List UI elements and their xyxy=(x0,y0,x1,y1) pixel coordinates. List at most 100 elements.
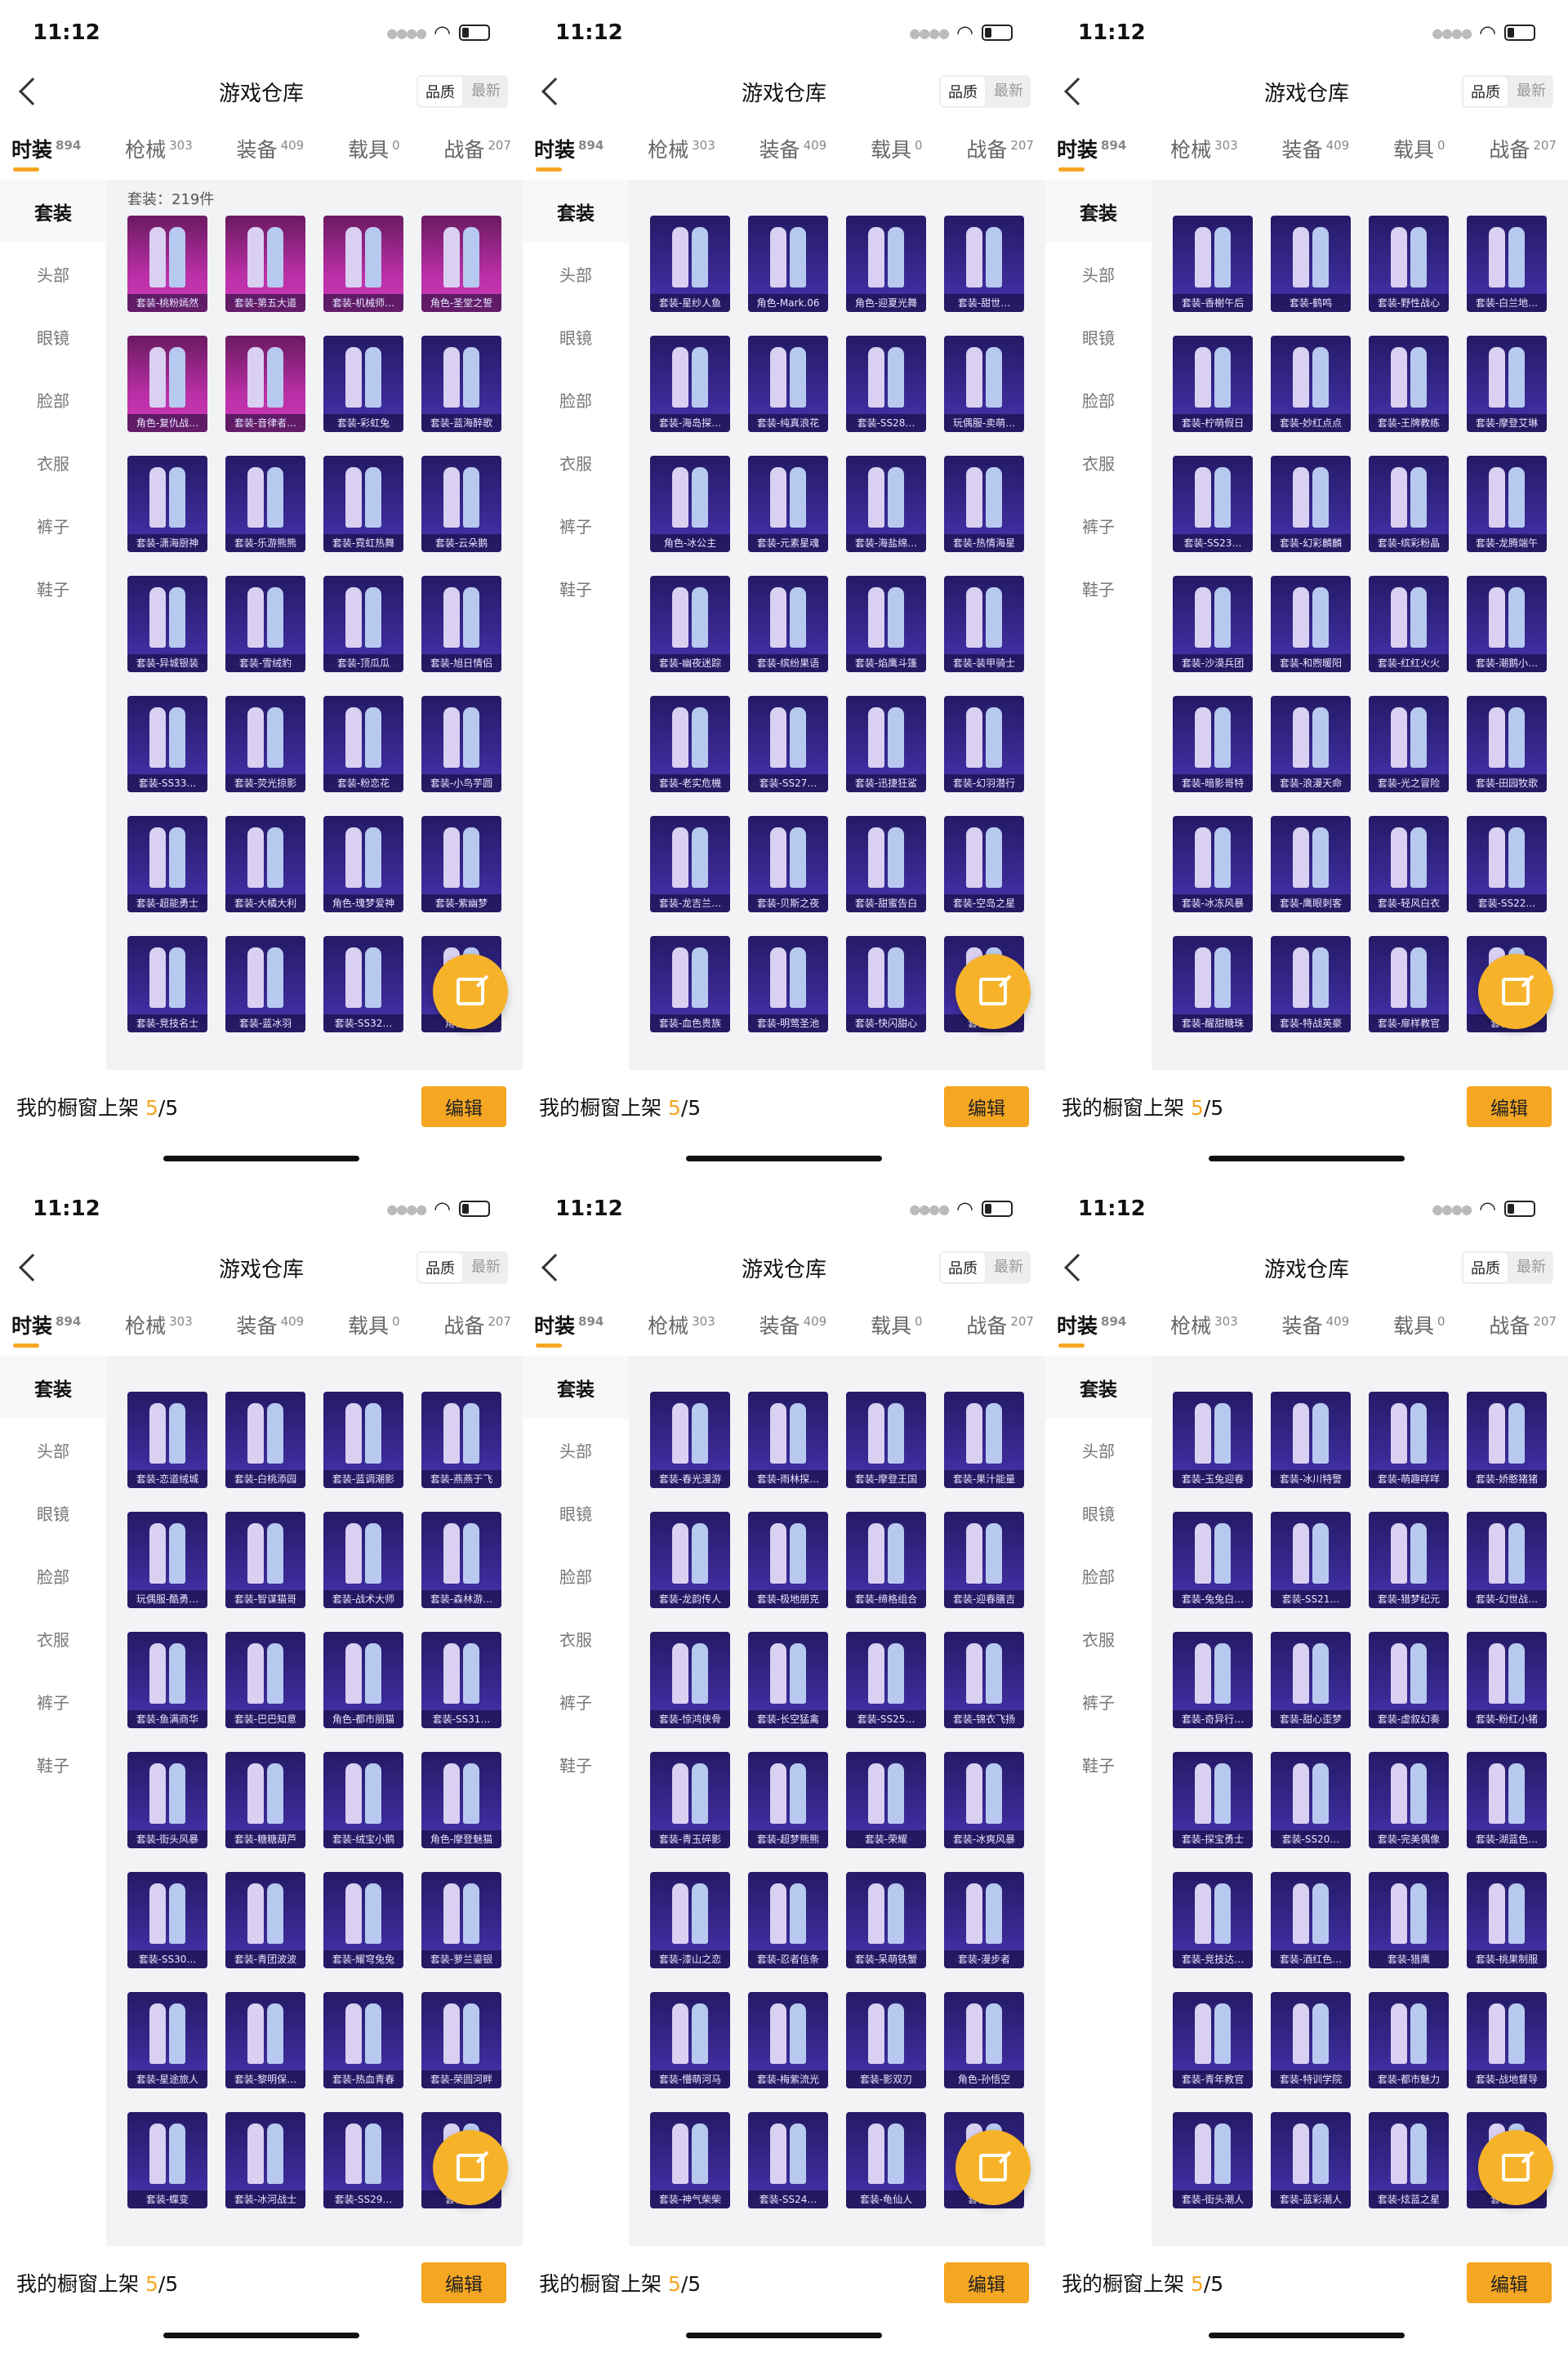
sort-latest-button[interactable]: 最新 xyxy=(471,1259,501,1276)
sidebar-item-6[interactable]: 裤子 xyxy=(37,517,69,537)
sidebar-item-5[interactable]: 衣服 xyxy=(1082,454,1115,474)
item-card[interactable]: 套装-智谋猫哥 xyxy=(225,1512,305,1608)
edit-button[interactable]: 编辑 xyxy=(421,1086,506,1127)
sidebar-item-1[interactable]: 套装 xyxy=(1045,180,1152,243)
item-card[interactable]: 套装-完美偶像 xyxy=(1369,1752,1449,1848)
item-card[interactable]: 套装-炫蓝之星 xyxy=(1369,2112,1449,2208)
sort-quality-button[interactable]: 品质 xyxy=(1463,1253,1508,1282)
sidebar-item-1[interactable]: 套装 xyxy=(523,1356,629,1419)
item-card[interactable]: 套装-鹤鸣 xyxy=(1271,216,1351,312)
sidebar-item-4[interactable]: 脸部 xyxy=(37,1567,69,1587)
item-card[interactable]: 套装-柠萌假日 xyxy=(1173,336,1253,432)
tab-3[interactable]: 装备 409 xyxy=(760,1310,827,1339)
sidebar-item-2[interactable]: 头部 xyxy=(1082,265,1115,285)
tab-4[interactable]: 载具 0 xyxy=(871,134,923,163)
tab-4[interactable]: 载具 0 xyxy=(348,1310,400,1339)
item-card[interactable]: 套装-鹰眼刺客 xyxy=(1271,816,1351,912)
item-card[interactable]: 套装-海盐绵… xyxy=(846,456,926,552)
item-card[interactable]: 套装-星纱人鱼 xyxy=(650,216,730,312)
item-card[interactable]: 套装-焰鹰斗篷 xyxy=(846,576,926,672)
sidebar-item-6[interactable]: 裤子 xyxy=(1082,517,1115,537)
sidebar-item-3[interactable]: 眼镜 xyxy=(559,1504,592,1524)
item-card[interactable]: 套装-醒甜糖珠 xyxy=(1173,936,1253,1032)
tab-5[interactable]: 战备 207 xyxy=(966,134,1034,163)
back-icon[interactable] xyxy=(1064,78,1092,105)
item-card[interactable]: 套装-幽夜迷踪 xyxy=(650,576,730,672)
sidebar-item-1[interactable]: 套装 xyxy=(0,1356,106,1419)
sidebar-item-2[interactable]: 头部 xyxy=(1082,1442,1115,1461)
sidebar-item-3[interactable]: 眼镜 xyxy=(559,328,592,348)
edit-button[interactable]: 编辑 xyxy=(944,2262,1029,2303)
item-card[interactable]: 套装-战术大师 xyxy=(323,1512,403,1608)
item-card[interactable]: 套装-奇异行… xyxy=(1173,1632,1253,1728)
item-card[interactable]: 套装-娇憨猪猪 xyxy=(1467,1392,1547,1488)
sidebar-item-3[interactable]: 眼镜 xyxy=(37,328,69,348)
tab-5[interactable]: 战备 207 xyxy=(443,1310,511,1339)
item-card[interactable]: 套装-迅捷狂鲨 xyxy=(846,696,926,792)
item-card[interactable]: 套装-超梦熊熊 xyxy=(748,1752,828,1848)
item-card[interactable]: 套装-极地朋克 xyxy=(748,1512,828,1608)
sort-latest-button[interactable]: 最新 xyxy=(471,82,501,100)
tab-1[interactable]: 时装 894 xyxy=(534,134,604,172)
sidebar-item-4[interactable]: 脸部 xyxy=(559,1567,592,1587)
item-card[interactable]: 套装-SS25… xyxy=(846,1632,926,1728)
sidebar-item-7[interactable]: 鞋子 xyxy=(37,1756,69,1776)
item-card[interactable]: 套装-缤纷果语 xyxy=(748,576,828,672)
item-card[interactable]: 套装-元素星魂 xyxy=(748,456,828,552)
item-card[interactable]: 套装-小鸟芋圆 xyxy=(421,696,501,792)
tab-1[interactable]: 时装 894 xyxy=(1057,1310,1126,1348)
item-card[interactable]: 套装-SS27… xyxy=(748,696,828,792)
item-card[interactable]: 角色-圣堂之誓 xyxy=(421,216,501,312)
sort-quality-button[interactable]: 品质 xyxy=(1463,77,1508,106)
item-card[interactable]: 套装-SS20… xyxy=(1271,1752,1351,1848)
item-card[interactable]: 套装-超能勇士 xyxy=(127,816,207,912)
item-card[interactable]: 套装-第五大道 xyxy=(225,216,305,312)
item-card[interactable]: 套装-甜心歪梦 xyxy=(1271,1632,1351,1728)
item-card[interactable]: 套装-竞技达… xyxy=(1173,1872,1253,1968)
item-card[interactable]: 套装-潮鹅小… xyxy=(1467,576,1547,672)
item-card[interactable]: 套装-懵萌河马 xyxy=(650,1992,730,2088)
tab-3[interactable]: 装备 409 xyxy=(1282,1310,1350,1339)
sidebar-item-2[interactable]: 头部 xyxy=(559,265,592,285)
back-icon[interactable] xyxy=(541,1254,569,1281)
item-card[interactable]: 套装-酒红色… xyxy=(1271,1872,1351,1968)
sidebar-item-1[interactable]: 套装 xyxy=(523,180,629,243)
item-card[interactable]: 角色-Mark.06 xyxy=(748,216,828,312)
item-card[interactable]: 套装-青年教官 xyxy=(1173,1992,1253,2088)
sidebar-item-4[interactable]: 脸部 xyxy=(1082,1567,1115,1587)
tab-4[interactable]: 载具 0 xyxy=(1393,134,1446,163)
sidebar-item-2[interactable]: 头部 xyxy=(559,1442,592,1461)
item-card[interactable]: 套装-巴巴知意 xyxy=(225,1632,305,1728)
item-card[interactable]: 套装-香榭午后 xyxy=(1173,216,1253,312)
item-card[interactable]: 套装-糖糖葫芦 xyxy=(225,1752,305,1848)
sidebar-item-5[interactable]: 衣服 xyxy=(559,454,592,474)
item-card[interactable]: 套装-音律者… xyxy=(225,336,305,432)
item-card[interactable]: 套装-湖蓝色… xyxy=(1467,1752,1547,1848)
sidebar-item-5[interactable]: 衣服 xyxy=(37,454,69,474)
item-card[interactable]: 套装-桃粉嫣然 xyxy=(127,216,207,312)
item-card[interactable]: 角色-复仇战… xyxy=(127,336,207,432)
item-card[interactable]: 套装-迎春膳吉 xyxy=(944,1512,1024,1608)
tab-1[interactable]: 时装 894 xyxy=(11,1310,81,1348)
item-card[interactable]: 套装-恋道绒城 xyxy=(127,1392,207,1488)
item-card[interactable]: 套装-缤彩粉晶 xyxy=(1369,456,1449,552)
sidebar-item-7[interactable]: 鞋子 xyxy=(37,580,69,599)
sidebar-item-4[interactable]: 脸部 xyxy=(37,391,69,411)
item-card[interactable]: 套装-摩登艾琳 xyxy=(1467,336,1547,432)
item-card[interactable]: 套装-漫步者 xyxy=(944,1872,1024,1968)
sidebar-item-7[interactable]: 鞋子 xyxy=(559,580,592,599)
sidebar-item-3[interactable]: 眼镜 xyxy=(1082,328,1115,348)
item-card[interactable]: 套装-蝶变 xyxy=(127,2112,207,2208)
item-card[interactable]: 套装-竞技名士 xyxy=(127,936,207,1032)
item-card[interactable]: 套装-热情海星 xyxy=(944,456,1024,552)
item-card[interactable]: 套装-龙吉兰… xyxy=(650,816,730,912)
item-card[interactable]: 套装-冰冻风暴 xyxy=(1173,816,1253,912)
item-card[interactable]: 套装-轻风白衣 xyxy=(1369,816,1449,912)
sidebar-item-7[interactable]: 鞋子 xyxy=(1082,1756,1115,1776)
sidebar-item-4[interactable]: 脸部 xyxy=(1082,391,1115,411)
sort-quality-button[interactable]: 品质 xyxy=(941,77,985,106)
item-card[interactable]: 套装-兔兔白… xyxy=(1173,1512,1253,1608)
item-card[interactable]: 套装-甜世… xyxy=(944,216,1024,312)
tab-1[interactable]: 时装 894 xyxy=(1057,134,1126,172)
item-card[interactable]: 套装-龙腾端午 xyxy=(1467,456,1547,552)
